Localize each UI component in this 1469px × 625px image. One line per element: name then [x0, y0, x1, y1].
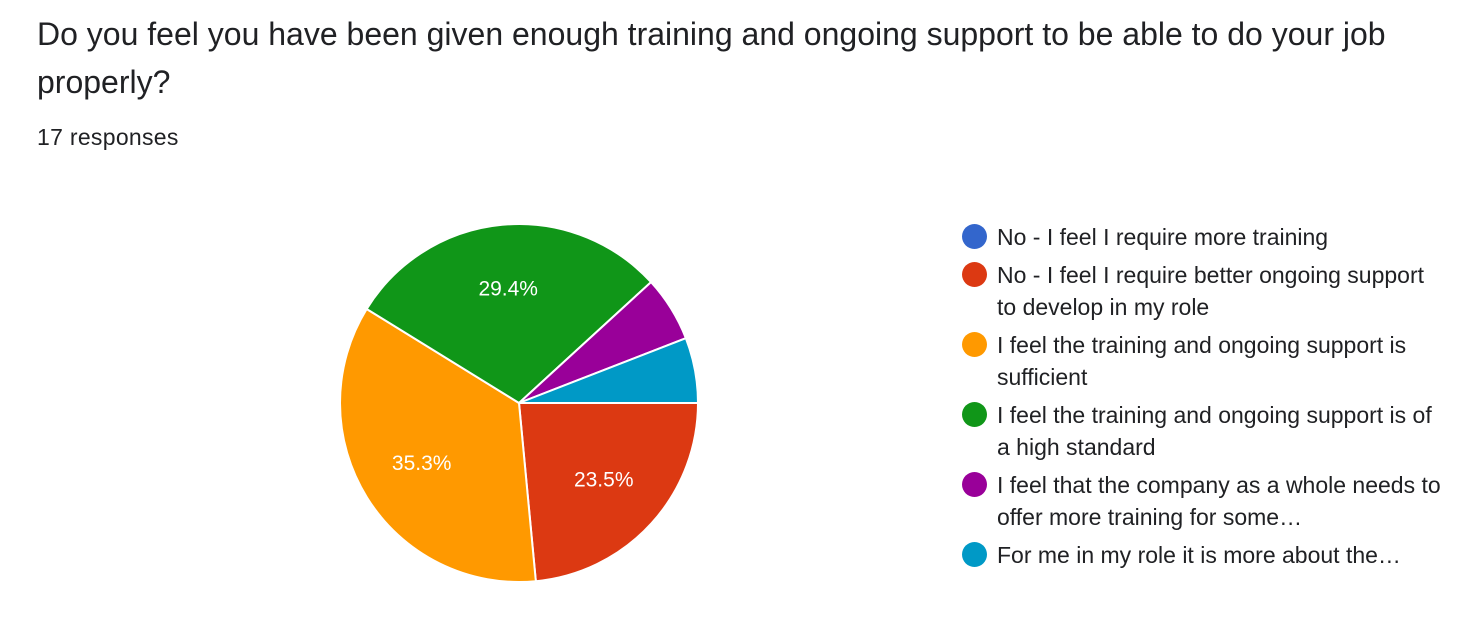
slice-label-1: 23.5%: [574, 469, 634, 492]
response-count: 17 responses: [37, 124, 179, 150]
pie-chart: 23.5% 35.3% 29.4%: [339, 223, 700, 583]
legend-swatch-1: [962, 262, 987, 287]
pie-slice-3[interactable]: [365, 223, 653, 405]
legend-item-0[interactable]: No - I feel I require more training: [962, 221, 1442, 253]
legend-item-1[interactable]: No - I feel I require better ongoing sup…: [962, 259, 1442, 323]
pie-slice-1[interactable]: [517, 402, 700, 583]
pie-slice-2[interactable]: [339, 307, 537, 583]
chart-legend: No - I feel I require more training No - …: [962, 221, 1442, 577]
legend-item-3[interactable]: I feel the training and ongoing support …: [962, 399, 1442, 463]
legend-label-4: I feel that the company as a whole needs…: [997, 472, 1441, 530]
slice-label-3: 29.4%: [478, 277, 538, 300]
legend-swatch-5: [962, 542, 987, 567]
legend-label-2: I feel the training and ongoing support …: [997, 332, 1407, 390]
legend-swatch-0: [962, 224, 987, 249]
legend-label-3: I feel the training and ongoing support …: [997, 402, 1432, 460]
legend-item-2[interactable]: I feel the training and ongoing support …: [962, 329, 1442, 393]
legend-label-5: For me in my role it is more about the…: [997, 542, 1401, 568]
legend-swatch-2: [962, 332, 987, 357]
legend-item-4[interactable]: I feel that the company as a whole needs…: [962, 469, 1442, 533]
legend-label-1: No - I feel I require better ongoing sup…: [997, 262, 1425, 320]
legend-label-0: No - I feel I require more training: [997, 224, 1329, 250]
pie-slice-5[interactable]: [518, 336, 700, 404]
question-title: Do you feel you have been given enough t…: [37, 16, 1386, 100]
slice-label-2: 35.3%: [392, 452, 452, 475]
legend-swatch-3: [962, 402, 987, 427]
legend-item-5[interactable]: For me in my role it is more about the…: [962, 539, 1442, 571]
legend-swatch-4: [962, 472, 987, 497]
